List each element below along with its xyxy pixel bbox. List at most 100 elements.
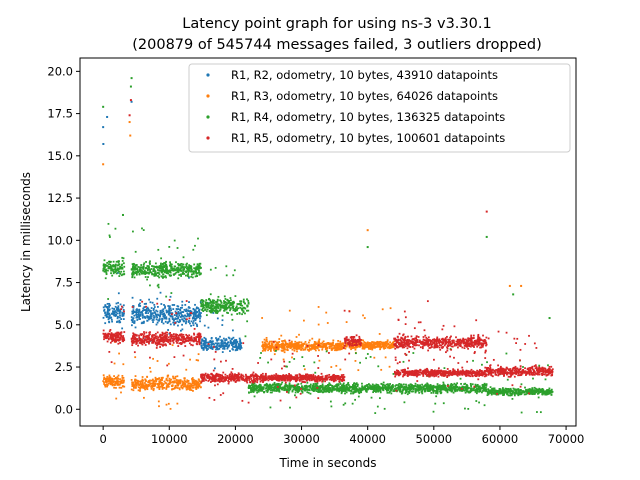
data-point [308, 384, 311, 387]
data-point [288, 361, 291, 363]
data-point [228, 301, 231, 304]
data-point [325, 346, 328, 349]
data-point [297, 387, 300, 390]
data-point [296, 347, 299, 350]
data-point [132, 318, 134, 321]
data-point [138, 268, 141, 271]
data-point [199, 336, 202, 338]
data-point [246, 298, 248, 301]
data-point [138, 380, 141, 383]
data-point [188, 339, 191, 341]
data-point [241, 308, 243, 311]
data-point [193, 267, 196, 270]
data-point [361, 344, 364, 347]
data-point [432, 410, 435, 413]
data-point [108, 312, 111, 315]
data-point [306, 385, 309, 388]
data-point [484, 384, 487, 387]
data-point [433, 386, 436, 389]
data-point [275, 386, 278, 388]
data-point [270, 340, 273, 343]
data-point [421, 386, 424, 389]
data-point [286, 386, 289, 389]
data-point [285, 384, 288, 386]
data-point [429, 384, 432, 386]
data-point [509, 392, 512, 395]
outlier-point [129, 134, 132, 137]
data-point [268, 346, 271, 349]
data-point [187, 340, 190, 342]
data-point [212, 312, 215, 314]
data-point [187, 320, 190, 323]
data-point [452, 387, 455, 390]
data-point [155, 265, 158, 268]
data-point [159, 267, 162, 270]
data-point [421, 389, 424, 392]
data-point [313, 386, 316, 388]
data-point [107, 298, 110, 300]
data-point [338, 342, 341, 345]
data-point [148, 334, 150, 337]
data-point [480, 387, 483, 390]
data-point [197, 335, 200, 338]
data-point [154, 262, 157, 265]
data-point [269, 348, 272, 350]
data-point [214, 345, 217, 348]
data-point [119, 382, 122, 385]
data-point [197, 359, 200, 362]
data-point [158, 388, 161, 391]
data-point [459, 389, 461, 392]
data-point [140, 272, 143, 275]
data-point [199, 315, 202, 318]
data-point [185, 381, 188, 383]
data-point [118, 386, 121, 389]
data-point [211, 347, 213, 350]
data-point [123, 331, 126, 333]
data-point [197, 385, 200, 388]
data-point [167, 385, 170, 388]
data-point [415, 388, 418, 391]
data-point [152, 312, 154, 315]
data-point [149, 382, 152, 385]
data-point [111, 268, 114, 271]
data-point [368, 387, 370, 390]
data-point [133, 386, 135, 389]
data-point [121, 377, 124, 379]
data-point [107, 335, 110, 338]
data-point [117, 269, 119, 272]
data-point [226, 341, 229, 344]
data-point [141, 383, 144, 385]
data-point [150, 382, 153, 385]
data-point [375, 383, 378, 386]
data-point [286, 388, 289, 391]
data-point [308, 344, 311, 347]
data-point [324, 348, 327, 351]
data-point [377, 390, 380, 393]
data-point [132, 262, 135, 265]
data-point [181, 273, 184, 275]
data-point [306, 389, 309, 391]
data-point [305, 385, 308, 388]
data-point [143, 342, 146, 345]
data-point [252, 386, 255, 389]
data-point [225, 345, 227, 348]
data-point [168, 312, 170, 315]
data-point [116, 264, 119, 267]
data-point [192, 378, 195, 381]
data-point [153, 385, 156, 387]
data-point [192, 384, 194, 387]
data-point [139, 333, 142, 336]
data-point [242, 310, 245, 313]
data-point [539, 411, 542, 414]
data-point [494, 392, 497, 395]
data-point [177, 308, 180, 310]
data-point [189, 309, 192, 312]
data-point [115, 311, 118, 314]
data-point [260, 386, 263, 389]
data-point [515, 392, 518, 395]
data-point [462, 386, 465, 389]
data-point [362, 343, 365, 345]
data-point [482, 390, 484, 392]
data-point [267, 388, 269, 391]
data-point [339, 347, 342, 350]
